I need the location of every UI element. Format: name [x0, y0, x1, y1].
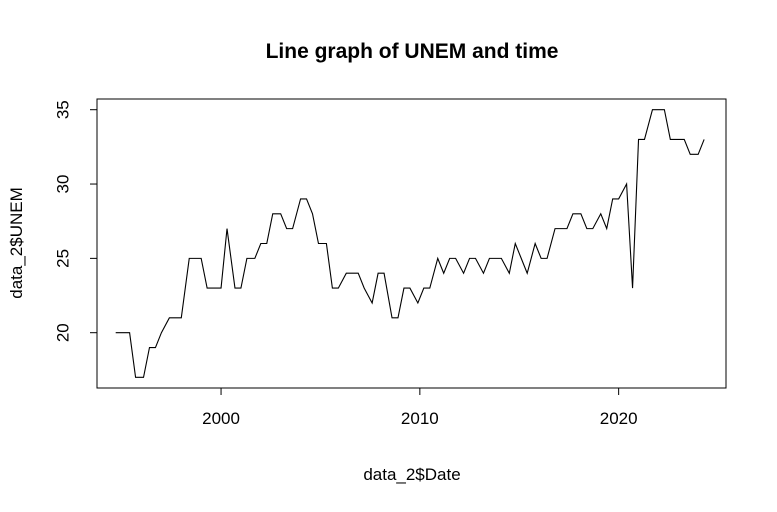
x-tick-label: 2010 — [401, 409, 439, 428]
x-axis: 2000 2010 2020 — [202, 387, 638, 428]
y-axis: 20 25 30 35 — [54, 100, 98, 342]
y-axis-label: data_2$UNEM — [7, 187, 26, 299]
x-tick-label: 2000 — [202, 409, 240, 428]
series-line-0 — [115, 109, 705, 378]
y-tick-label: 25 — [54, 249, 73, 268]
plot-frame — [96, 98, 727, 389]
y-tick-label: 20 — [54, 323, 73, 342]
x-axis-label: data_2$Date — [363, 465, 460, 484]
series-layer — [115, 109, 705, 378]
x-tick-label: 2020 — [600, 409, 638, 428]
y-tick-label: 30 — [54, 175, 73, 194]
y-tick-label: 35 — [54, 100, 73, 119]
chart-title: Line graph of UNEM and time — [266, 40, 559, 63]
